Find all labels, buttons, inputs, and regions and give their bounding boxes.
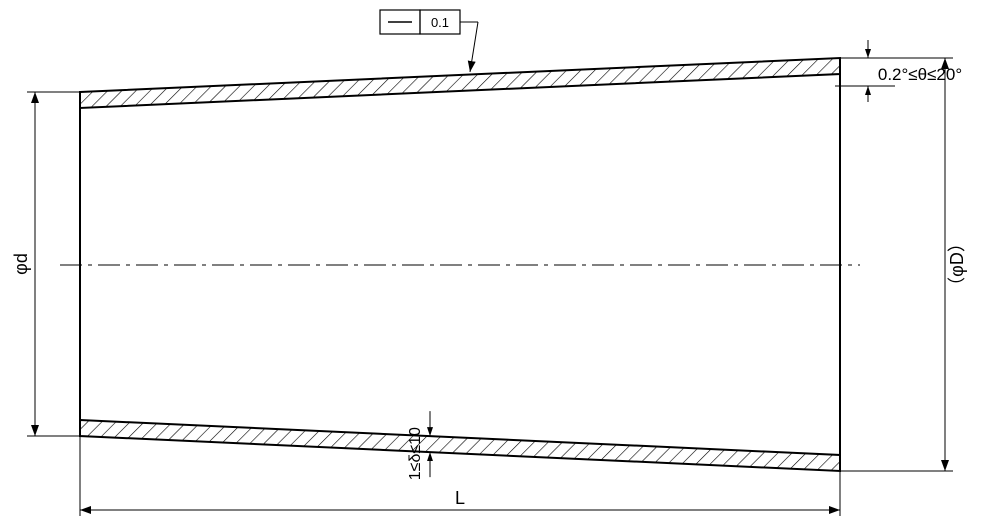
dim-phi-D-label: （φD） bbox=[947, 234, 967, 295]
diagram-canvas: φd （φD） L 1≤δ≤10 0.2°≤θ≤20° 0.1 bbox=[0, 0, 1000, 530]
wall-bottom-hatched bbox=[80, 420, 840, 471]
dim-phi-d-label: φd bbox=[11, 253, 31, 275]
angle-label: 0.2°≤θ≤20° bbox=[878, 65, 962, 84]
wall-top-hatched bbox=[80, 58, 840, 108]
tolerance-value: 0.1 bbox=[431, 15, 449, 30]
dim-delta-label: 1≤δ≤10 bbox=[407, 427, 424, 480]
engineering-drawing-svg: φd （φD） L 1≤δ≤10 0.2°≤θ≤20° 0.1 bbox=[0, 0, 1000, 530]
tolerance-leader bbox=[470, 22, 478, 72]
dim-L-label: L bbox=[455, 488, 465, 508]
